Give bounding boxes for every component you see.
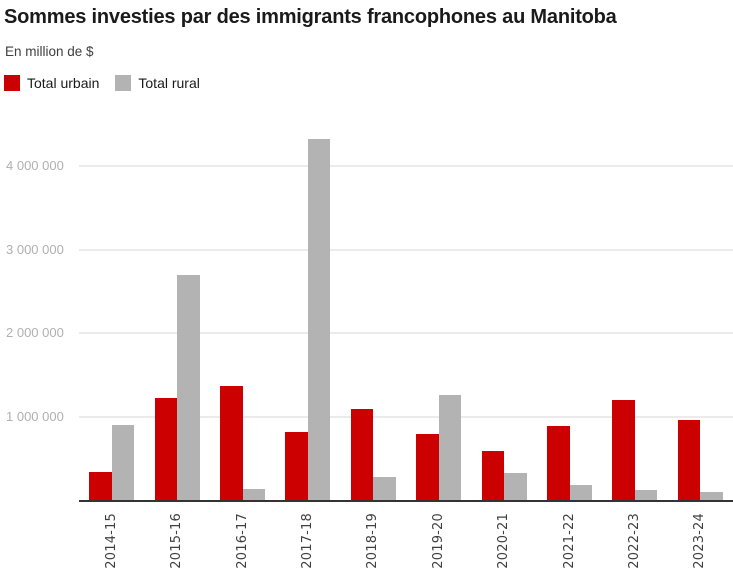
legend-swatch-urbain: [4, 75, 20, 91]
x-axis-tick-label: 2017-18: [299, 513, 315, 569]
x-axis-tick-label: 2018-19: [365, 513, 381, 569]
gridline: [79, 248, 733, 251]
bar-rural-2019-20: [438, 394, 462, 500]
gridline: [79, 332, 733, 335]
legend-swatch-rural: [115, 75, 132, 91]
bar-urbain-2014-15: [89, 472, 112, 500]
x-axis-line: [79, 500, 733, 502]
legend-label-urbain: Total urbain: [27, 75, 100, 91]
x-axis-tick-label: 2015-16: [169, 513, 185, 569]
legend-label-rural: Total rural: [138, 75, 200, 91]
bar-urbain-2022-23: [612, 399, 635, 500]
chart-subtitle: En million de $: [5, 44, 94, 59]
legend: Total urbain Total rural: [4, 75, 200, 91]
bar-rural-2023-24: [700, 491, 723, 500]
bar-rural-2014-15: [111, 424, 135, 500]
bar-urbain-2020-21: [481, 450, 505, 500]
x-axis-tick-label: 2021-22: [561, 513, 577, 569]
bar-rural-2022-23: [634, 489, 658, 500]
bar-urbain-2015-16: [154, 398, 178, 500]
legend-item-urbain: Total urbain: [4, 75, 99, 91]
x-axis-tick-label: 2014-15: [103, 513, 119, 569]
bar-urbain-2023-24: [677, 419, 701, 500]
bar-urbain-2018-19: [350, 409, 374, 500]
x-axis-tick-label: 2019-20: [430, 513, 446, 569]
x-axis-tick-label: 2022-23: [626, 513, 642, 569]
y-axis-tick-label: 4 000 000: [6, 158, 64, 174]
bar-rural-2017-18: [307, 138, 331, 500]
bar-rural-2016-17: [242, 489, 265, 500]
bar-urbain-2021-22: [547, 425, 570, 500]
bar-urbain-2017-18: [285, 432, 308, 500]
bar-rural-2018-19: [373, 477, 396, 500]
legend-item-rural: Total rural: [115, 75, 200, 91]
y-axis-tick-label: 1 000 000: [6, 408, 64, 424]
bar-urbain-2016-17: [220, 385, 243, 500]
bar-rural-2015-16: [177, 274, 200, 500]
gridline: [79, 165, 733, 168]
chart-title: Sommes investies par des immigrants fran…: [4, 6, 617, 28]
gridline: [79, 415, 733, 418]
bar-rural-2020-21: [504, 473, 527, 500]
bar-rural-2021-22: [569, 484, 592, 500]
bar-urbain-2019-20: [416, 434, 439, 500]
y-axis-tick-label: 3 000 000: [6, 241, 64, 257]
y-axis-tick-label: 2 000 000: [6, 325, 64, 341]
x-axis-tick-label: 2020-21: [496, 513, 512, 569]
x-axis-tick-label: 2023-24: [692, 513, 708, 569]
x-axis-tick-label: 2016-17: [234, 513, 250, 569]
